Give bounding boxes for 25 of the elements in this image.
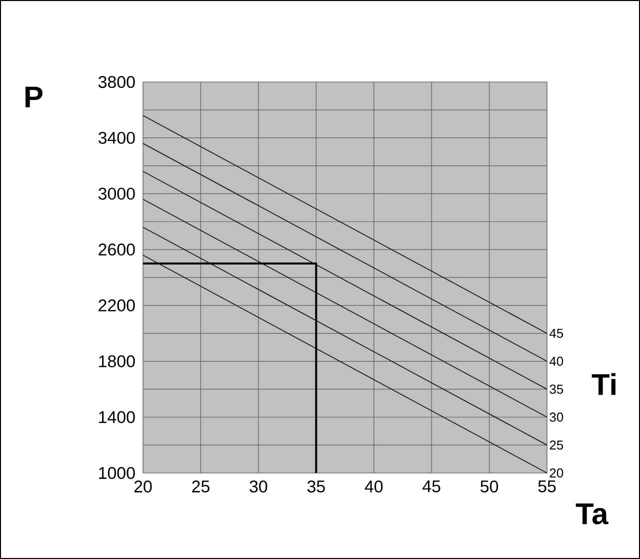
x-tick-label: 30	[250, 480, 268, 492]
series-label: 35	[550, 384, 564, 394]
x-tick-label: 20	[134, 480, 152, 492]
y-tick-label: 2600	[98, 244, 135, 256]
x-tick-label: 45	[422, 480, 440, 492]
x-tick-label: 40	[364, 480, 383, 492]
series-label: 30	[550, 412, 564, 422]
series-label: 20	[550, 468, 564, 478]
y-tick-label: 1800	[99, 355, 135, 368]
series-label: 25	[550, 440, 564, 450]
legend-title: Ti	[592, 373, 616, 395]
series-label: 45	[549, 328, 564, 338]
y-tick-label: 3000	[98, 188, 135, 200]
x-tick-label: 55	[538, 480, 556, 492]
y-tick-label: 3400	[98, 132, 135, 144]
y-tick-label: 3800	[98, 76, 135, 88]
y-axis-title: P	[26, 86, 42, 108]
x-tick-label: 50	[480, 480, 498, 492]
x-axis-title: Ta	[576, 504, 608, 524]
y-tick-label: 2200	[98, 299, 135, 312]
y-tick-label: 1000	[99, 466, 135, 479]
y-tick-label: 1400	[99, 411, 135, 424]
series-label: 40	[549, 356, 564, 366]
x-tick-label: 35	[307, 480, 325, 492]
x-tick-label: 25	[192, 480, 210, 492]
